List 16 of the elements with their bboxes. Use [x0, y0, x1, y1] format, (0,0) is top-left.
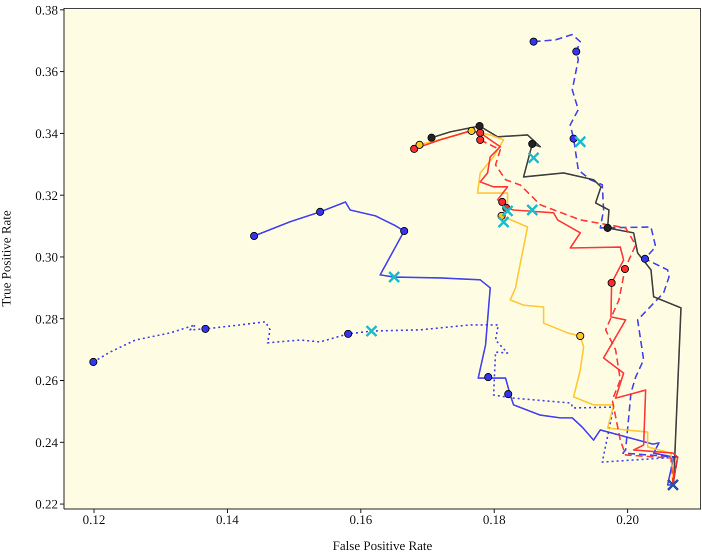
y-tick-label: 0.30 [35, 250, 58, 265]
y-tick-label: 0.28 [35, 311, 58, 326]
x-axis-title: False Positive Rate [332, 538, 433, 552]
x-tick-label: 0.18 [482, 512, 506, 528]
x-tick-label: 0.14 [216, 512, 240, 528]
x-tick-label: 0.16 [349, 512, 373, 528]
x-tick-label: 0.20 [616, 512, 640, 528]
y-tick-label: 0.22 [35, 496, 58, 512]
y-tick-label: 0.32 [35, 188, 58, 203]
y-tick-label: 0.24 [35, 434, 58, 450]
x-tick-label: 0.12 [82, 512, 106, 528]
y-tick-label: 0.26 [35, 373, 58, 388]
y-tick-label: 0.36 [35, 64, 58, 80]
y-tick-label: 0.38 [35, 2, 58, 18]
y-axis-title: True Positive Rate [0, 210, 14, 307]
y-tick-label: 0.34 [35, 126, 58, 142]
